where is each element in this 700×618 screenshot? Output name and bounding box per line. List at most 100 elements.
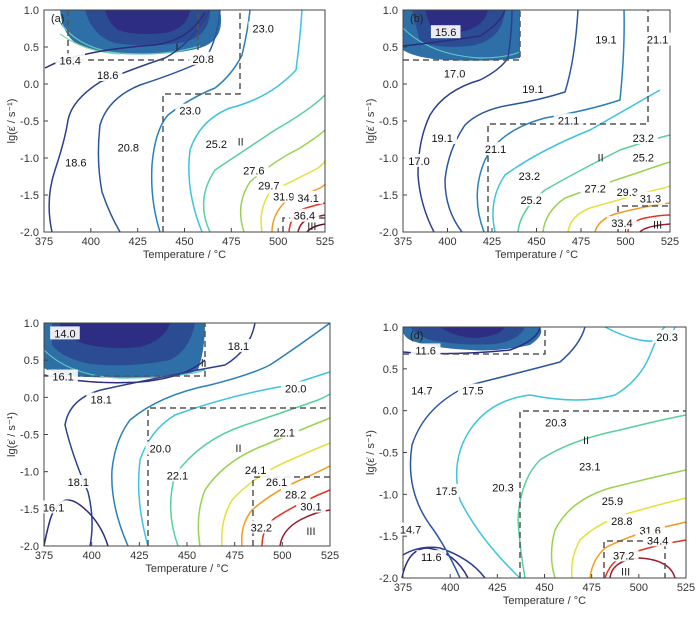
y-tick-label: 0.0 bbox=[24, 79, 39, 91]
contour-label-bg bbox=[652, 330, 682, 344]
contour-label: 20.0 bbox=[285, 383, 306, 395]
y-tick-label: 1.0 bbox=[24, 318, 39, 330]
x-tick-label: 450 bbox=[178, 550, 196, 562]
axes-panel-2: 375 400 425 450 475 500 525 1.0 0.5 0.0 -0.5 -1.0 -1… bbox=[365, 5, 679, 261]
contour-label: 22.1 bbox=[167, 470, 188, 482]
y-axis-label: lg(ε̇ / s⁻¹) bbox=[365, 430, 377, 475]
x-tick-label: 450 bbox=[535, 582, 553, 594]
x-tick-label: 525 bbox=[661, 236, 679, 248]
contour-label-bg bbox=[480, 142, 511, 156]
contour-label-bg bbox=[280, 487, 311, 501]
x-tick-label: 500 bbox=[269, 236, 287, 248]
contour-label: 28.2 bbox=[285, 490, 306, 502]
contour-label: 11.6 bbox=[415, 345, 436, 357]
y-tick-label: -2.0 bbox=[20, 541, 39, 553]
y-tick-label: 0.0 bbox=[383, 79, 398, 91]
x-tick-label: 400 bbox=[82, 236, 100, 248]
panel-a bbox=[44, 9, 326, 233]
y-tick-label: 1.0 bbox=[24, 5, 39, 17]
contour-label-bg bbox=[92, 68, 123, 82]
y-tick-label: -1.0 bbox=[379, 489, 398, 501]
blue-contour-fill-c bbox=[43, 323, 206, 379]
contour-label-bg bbox=[628, 150, 659, 164]
y-tick-label: -1.5 bbox=[20, 504, 39, 516]
contour-label: 25.9 bbox=[602, 496, 623, 508]
x-axis-label: Temperature / °C bbox=[495, 249, 578, 261]
contour-label-bg bbox=[597, 494, 628, 508]
contour-label: 20.3 bbox=[492, 483, 513, 495]
contour-label-bg bbox=[410, 343, 441, 357]
contour-label: 22.1 bbox=[274, 427, 295, 439]
contour-label: 23.0 bbox=[252, 24, 273, 36]
x-axis-label: Temperature / °C bbox=[503, 595, 586, 607]
region-label: I bbox=[175, 42, 178, 54]
contour-label-bg bbox=[145, 441, 176, 455]
contour-label-bg bbox=[293, 190, 323, 204]
region-label: II bbox=[598, 152, 604, 164]
x-tick-label: 425 bbox=[128, 236, 146, 248]
contour-label: 20.8 bbox=[193, 54, 214, 66]
y-tick-label: 0.5 bbox=[24, 42, 39, 54]
contour-label: 18.1 bbox=[228, 341, 249, 353]
y-tick-label: 1.0 bbox=[383, 322, 398, 334]
contour-label: 16.1 bbox=[43, 502, 64, 514]
axes-panel-4: 375 400 425 450 475 500 525 1.0 0.5 0.0 -0.5 -1.0 -1… bbox=[365, 322, 695, 607]
contour-label-bg bbox=[608, 548, 639, 562]
contour-label: 23.2 bbox=[519, 171, 540, 183]
contour-label: 28.8 bbox=[611, 516, 632, 528]
dashed-boundaries-b bbox=[403, 10, 670, 232]
contour-label-bg bbox=[63, 475, 94, 489]
y-tick-label: -2.0 bbox=[379, 573, 398, 585]
panel-label: (b) bbox=[410, 13, 423, 25]
y-axis-label: lg(ε̇ / s⁻¹) bbox=[6, 99, 18, 144]
contour-label: 21.1 bbox=[647, 35, 668, 47]
region-label: II bbox=[238, 137, 244, 149]
y-axis-label: lg(ε̇ / s⁻¹) bbox=[365, 99, 377, 144]
contour-label-bg bbox=[635, 191, 666, 205]
contour-label-bg bbox=[612, 185, 643, 199]
contour-label: 17.5 bbox=[436, 486, 457, 498]
contour-label-bg bbox=[541, 415, 571, 429]
contour-label-bg bbox=[635, 523, 665, 537]
contour-label: 19.1 bbox=[522, 84, 543, 96]
contour-label-bg bbox=[431, 483, 462, 497]
contour-label-bg bbox=[239, 163, 269, 177]
contour-label-bg bbox=[113, 140, 144, 154]
x-tick-label: 450 bbox=[527, 236, 545, 248]
y-tick-label: 0.0 bbox=[383, 406, 398, 418]
contour-label: 18.6 bbox=[97, 70, 118, 82]
y-tick-label: -1.0 bbox=[20, 467, 39, 479]
contour-label: 20.8 bbox=[118, 143, 139, 155]
y-tick-label: 0.5 bbox=[383, 42, 398, 54]
x-tick-label: 475 bbox=[225, 550, 243, 562]
y-tick-label: -1.5 bbox=[379, 190, 398, 202]
contour-label: 23.2 bbox=[633, 133, 654, 145]
contour-label-bg bbox=[289, 208, 320, 222]
contour-label: 23.0 bbox=[179, 106, 200, 118]
y-tick-label: -1.5 bbox=[379, 531, 398, 543]
contour-label: 34.1 bbox=[297, 193, 318, 205]
y-tick-label: 0.0 bbox=[24, 392, 39, 404]
contour-label-bg bbox=[628, 131, 659, 145]
contour-label-bg bbox=[268, 189, 299, 203]
y-tick-label: -0.5 bbox=[379, 448, 398, 460]
contour-label: 17.0 bbox=[444, 69, 465, 81]
region-label: III bbox=[306, 526, 315, 538]
contour-label: 16.1 bbox=[52, 372, 73, 384]
contour-label: 15.6 bbox=[435, 27, 456, 39]
x-tick-label: 500 bbox=[630, 582, 648, 594]
contour-label-bg bbox=[580, 181, 611, 195]
contour-label-bg bbox=[553, 113, 584, 127]
contour-label: 20.3 bbox=[545, 417, 566, 429]
contour-label: 34.4 bbox=[647, 535, 668, 547]
contour-label: 29.3 bbox=[617, 187, 638, 199]
x-tick-label: 525 bbox=[677, 582, 695, 594]
contour-label: 17.5 bbox=[462, 386, 483, 398]
x-tick-label: 450 bbox=[175, 236, 193, 248]
contour-label: 18.1 bbox=[68, 477, 89, 489]
contour-label-bg bbox=[574, 459, 605, 473]
contour-label-bg bbox=[254, 178, 284, 192]
y-axis-label: lg(ε̇ / s⁻¹) bbox=[6, 412, 18, 457]
x-tick-label: 475 bbox=[572, 236, 590, 248]
